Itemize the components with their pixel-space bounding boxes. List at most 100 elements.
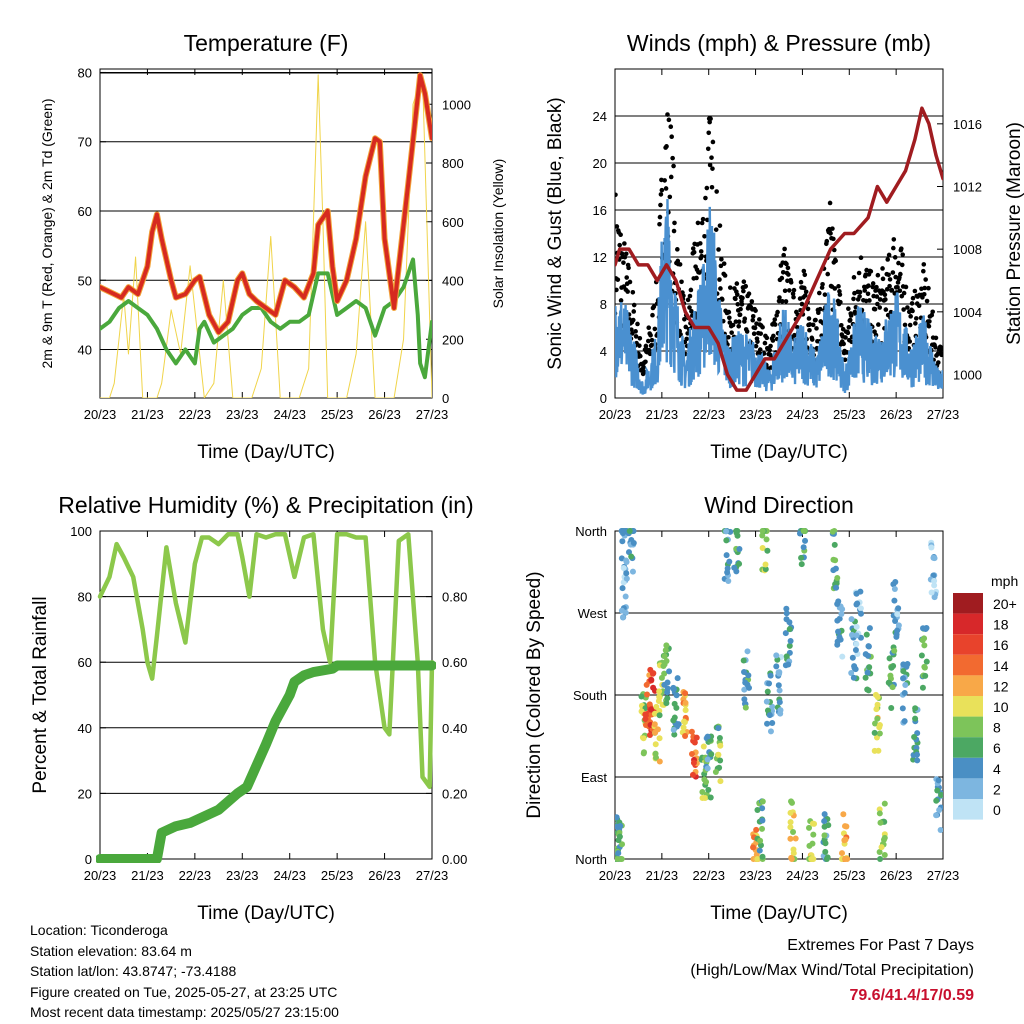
gust-point (755, 339, 760, 344)
gust-point (717, 277, 722, 282)
gust-point (927, 319, 932, 324)
direction-point (759, 853, 766, 860)
gust-point (753, 343, 759, 349)
y-tick-label: 50 (78, 273, 92, 288)
gust-point (887, 277, 893, 282)
gust-point (817, 306, 823, 312)
gust-point (897, 288, 903, 294)
gust-point (772, 317, 778, 322)
direction-point (822, 848, 829, 855)
direction-point (838, 611, 845, 618)
gust-point (664, 144, 669, 149)
direction-point (762, 566, 769, 573)
direction-point (899, 705, 906, 712)
direction-point (786, 642, 793, 649)
gust-point (703, 195, 708, 201)
gust-point (895, 284, 900, 290)
x-tick-label: 21/23 (131, 868, 164, 883)
direction-point (876, 730, 883, 737)
legend-swatch (953, 778, 983, 799)
y-tick-label: North (575, 524, 607, 539)
gust-point (679, 279, 684, 285)
gust-point (743, 283, 749, 289)
gust-point (827, 200, 833, 206)
direction-point (715, 751, 722, 758)
solar-line (100, 74, 432, 398)
gust-point (733, 296, 738, 302)
y-axis-label-right: Station Pressure (Maroon) (1004, 122, 1024, 345)
gust-point (622, 241, 627, 246)
gust-point (901, 290, 907, 296)
direction-point (888, 704, 895, 711)
gust-point (750, 314, 756, 319)
direction-point (934, 787, 941, 794)
gust-point (899, 262, 905, 268)
direction-point (759, 544, 766, 551)
x-tick-label: 20/23 (84, 868, 117, 883)
gust-point (883, 307, 889, 312)
x-tick-label: 25/23 (833, 868, 866, 883)
direction-point (615, 814, 620, 821)
x-tick-label: 27/23 (416, 868, 449, 883)
gust-point (737, 312, 743, 318)
gust-point (742, 316, 748, 321)
direction-point (656, 707, 663, 714)
gust-point (720, 297, 725, 302)
direction-point (615, 837, 622, 844)
direction-point (914, 757, 921, 764)
direction-point (701, 776, 708, 783)
gust-point (665, 112, 670, 117)
gust-point (734, 281, 740, 286)
gust-point (907, 322, 913, 328)
direction-point (834, 617, 841, 624)
direction-point (656, 693, 663, 700)
gust-point (734, 292, 740, 297)
legend-swatch (953, 613, 983, 635)
gust-point (678, 332, 683, 337)
gust-point (820, 281, 825, 287)
y-tick-label-right: 1012 (953, 180, 982, 195)
direction-point (834, 601, 841, 608)
direction-point (688, 728, 695, 735)
direction-point (615, 850, 622, 857)
y-tick-label: 20 (593, 156, 607, 171)
gust-point (792, 332, 797, 338)
direction-point (623, 557, 630, 564)
direction-point (894, 611, 901, 618)
gust-point (921, 262, 927, 267)
direction-point (681, 718, 688, 725)
gust-point (816, 290, 822, 296)
y-tick-label-right: 400 (442, 274, 464, 289)
direction-point (724, 565, 731, 572)
y-axis-label-left: Percent & Total Rainfall (30, 596, 51, 793)
gust-point (646, 325, 652, 331)
gust-point (907, 339, 913, 344)
direction-point (821, 823, 828, 830)
direction-point (661, 681, 668, 688)
direction-point (786, 626, 793, 633)
y-tick-label: South (573, 688, 607, 703)
gust-point (825, 271, 831, 277)
gust-point (739, 301, 745, 307)
y-tick-label-right: 1000 (442, 97, 471, 112)
direction-point (852, 646, 859, 653)
gust-point (870, 281, 876, 286)
gust-point (658, 192, 664, 197)
gust-point (891, 237, 897, 242)
direction-point (682, 732, 689, 739)
direction-point (865, 687, 872, 694)
gust-point (828, 231, 833, 236)
gust-point (857, 289, 863, 295)
x-tick-label: 22/23 (692, 868, 725, 883)
direction-point (712, 769, 719, 776)
gust-point (898, 271, 903, 277)
gust-point (775, 309, 780, 315)
direction-point (875, 747, 882, 754)
direction-point (642, 711, 649, 718)
x-tick-label: 21/23 (646, 868, 679, 883)
gust-point (844, 350, 850, 355)
gust-point (714, 189, 719, 194)
direction-point (843, 823, 850, 830)
direction-point (892, 617, 899, 624)
gust-point (908, 314, 913, 319)
